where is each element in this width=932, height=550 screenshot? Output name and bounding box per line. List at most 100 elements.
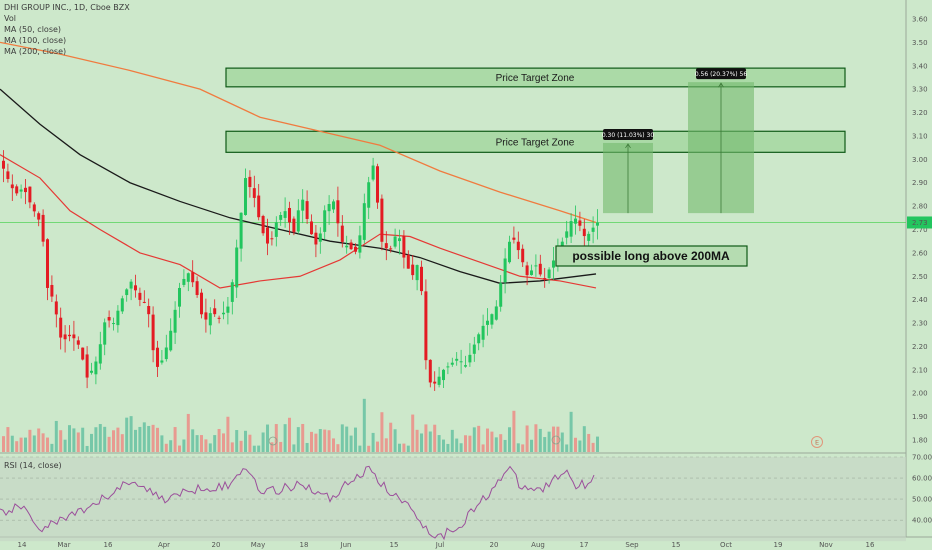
candle-body	[213, 308, 217, 315]
candle-body	[37, 213, 41, 220]
candle-body	[252, 188, 256, 198]
volume-bar	[547, 431, 551, 452]
volume-bar	[516, 443, 520, 452]
volume-bar	[186, 413, 190, 452]
candle-body	[310, 221, 313, 235]
candle-body	[512, 237, 516, 240]
volume-bar	[24, 437, 27, 452]
candle-body	[578, 220, 582, 226]
volume-bar	[156, 427, 159, 452]
current-price-tag	[907, 216, 932, 229]
volume-bar	[164, 443, 168, 452]
volume-bar	[596, 436, 599, 452]
volume-bar	[81, 427, 85, 452]
candle-body	[314, 232, 318, 245]
time-tick-label: 16	[104, 541, 113, 549]
volume-bar	[424, 424, 428, 452]
candle-body	[274, 222, 278, 237]
projection-box-1-label-bg	[603, 128, 653, 140]
candle-body	[446, 366, 450, 368]
volume-bar	[362, 398, 366, 452]
candle-body	[305, 201, 309, 219]
candle-body	[191, 272, 195, 283]
candle-body	[538, 263, 542, 275]
candle-body	[569, 221, 573, 237]
candle-body	[376, 166, 379, 203]
volume-bar	[6, 427, 10, 452]
candle-body	[481, 325, 485, 340]
candle-body	[182, 278, 186, 285]
volume-bar	[54, 420, 58, 452]
volume-bar	[191, 429, 195, 452]
volume-bar	[107, 436, 111, 452]
volume-bar	[279, 441, 283, 452]
time-tick-label: Sep	[625, 541, 639, 549]
volume-bar	[151, 424, 155, 452]
candle-body	[138, 292, 142, 300]
candle-body	[424, 291, 428, 361]
ma50-line	[0, 154, 597, 289]
candle-body	[406, 254, 410, 269]
time-tick-label: Apr	[158, 541, 170, 549]
volume-bar	[450, 429, 454, 452]
time-tick-label: 20	[212, 541, 221, 549]
candle-body	[362, 203, 366, 240]
volume-bar	[222, 433, 225, 452]
candle-body	[490, 314, 494, 325]
volume-bar	[376, 441, 379, 452]
price-tick-label: 3.30	[912, 86, 928, 94]
candle-body	[147, 306, 151, 315]
candle-body	[508, 241, 511, 263]
volume-bar	[208, 443, 212, 452]
note-text: possible long above 200MA	[572, 249, 730, 263]
candle-body	[534, 265, 538, 267]
volume-bar	[195, 435, 199, 452]
candle-body	[169, 330, 173, 351]
volume-bar	[525, 425, 529, 452]
volume-bar	[305, 442, 309, 452]
rsi-tick-label: 50.00	[912, 496, 932, 504]
candle-body	[248, 176, 252, 188]
candle-body	[296, 210, 300, 232]
volume-bar	[402, 443, 406, 452]
candle-body	[574, 218, 577, 224]
dividend-marker	[551, 435, 561, 445]
volume-bar	[327, 430, 331, 452]
volume-bar	[200, 435, 203, 452]
candle-body	[596, 222, 599, 226]
time-tick-label: May	[251, 541, 265, 549]
time-tick-label: Nov	[819, 541, 833, 549]
volume-bar	[437, 435, 441, 452]
time-tick-label: 17	[580, 541, 589, 549]
candle-body	[208, 313, 212, 326]
volume-bar	[543, 437, 547, 452]
volume-bar	[446, 443, 450, 452]
time-tick-label: 20	[490, 541, 499, 549]
volume-bar	[248, 434, 252, 452]
volume-bar	[261, 432, 265, 452]
time-tick-label: 14	[18, 541, 27, 549]
candle-body	[94, 361, 98, 375]
candle-body	[464, 365, 467, 367]
candle-body	[195, 281, 199, 295]
volume-bar	[94, 427, 98, 452]
candle-body	[186, 273, 190, 282]
candle-body	[41, 214, 45, 242]
volume-bar	[569, 411, 573, 452]
candle-body	[354, 246, 357, 252]
time-tick-label: 16	[866, 541, 875, 549]
candle-body	[244, 178, 247, 215]
candle-body	[129, 281, 133, 289]
volume-bar	[477, 425, 481, 452]
candle-body	[76, 340, 80, 345]
candle-body	[222, 312, 225, 315]
volume-bar	[283, 424, 287, 452]
candle-body	[349, 242, 353, 250]
candle-body	[134, 285, 137, 291]
volume-bar	[486, 428, 489, 452]
event-marker-label: E	[815, 439, 819, 447]
candle-body	[437, 376, 441, 385]
volume-bar	[116, 427, 120, 452]
symbol-title: DHI GROUP INC., 1D, Cboe BZX	[4, 3, 130, 12]
